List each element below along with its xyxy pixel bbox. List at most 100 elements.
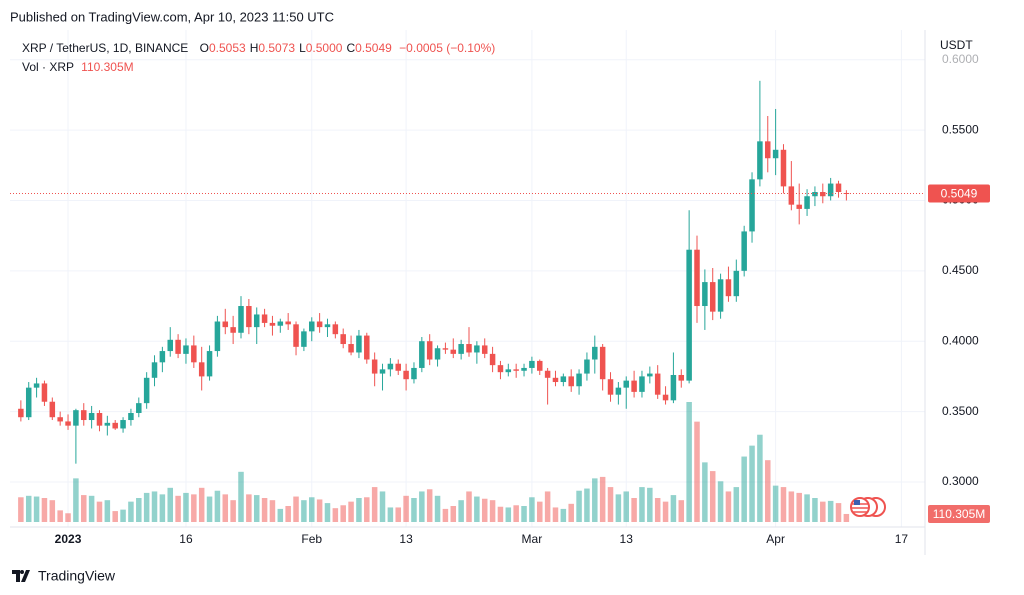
candle-body (356, 335, 362, 353)
candle-body (843, 192, 850, 194)
candle-body (348, 344, 354, 353)
volume-bar (584, 488, 590, 522)
candle-body (489, 353, 496, 366)
ohlc: O0.5053 H0.5073 L0.5000 C0.5049 (200, 41, 393, 55)
x-tick-label: 16 (179, 532, 193, 546)
volume-bar (143, 492, 150, 522)
candle-body (206, 351, 213, 377)
volume-bar (81, 495, 87, 522)
candle-body (733, 270, 740, 297)
axes: 0.30000.35000.40000.45000.50000.55000.60… (55, 52, 990, 546)
ohlc-key: O (200, 41, 209, 55)
volume-bar (647, 487, 653, 522)
candle-body (662, 394, 669, 401)
volume-bar (450, 506, 457, 522)
x-tick-label: 2023 (55, 532, 82, 546)
volume-bar (387, 507, 394, 522)
candle-body (702, 282, 708, 307)
x-tick-label: 17 (895, 532, 909, 546)
volume-bar (788, 491, 795, 522)
published: Published on TradingView.com, Apr 10, 20… (10, 9, 334, 24)
volume-bar (513, 505, 519, 522)
volume-bar (654, 498, 661, 522)
volume-value: 110.305M (81, 60, 133, 74)
candle-body (261, 314, 268, 323)
candle-body (631, 380, 637, 392)
candle-body (820, 192, 826, 197)
ohlc-key: C (346, 41, 355, 55)
x-tick-label: Feb (301, 532, 322, 546)
candle-body (568, 376, 574, 387)
candle-body (253, 314, 260, 328)
ohlc-key: H (250, 41, 259, 55)
candle-body (301, 331, 307, 347)
volume-bar (709, 471, 716, 522)
volume-bar (183, 492, 189, 522)
volume-bar (694, 421, 700, 522)
candle-body (395, 363, 401, 371)
event-flags (850, 497, 886, 517)
symbol: XRP / TetherUS, 1D, BINANCE (22, 41, 188, 55)
candle-body (474, 345, 480, 353)
candle-body (96, 412, 103, 426)
candle-body (772, 149, 779, 159)
volume-bar (592, 478, 598, 522)
candle-body (411, 367, 417, 380)
candle-body (120, 420, 126, 429)
candle-body (481, 345, 488, 354)
candle-body (33, 383, 40, 388)
volume-bar (206, 496, 213, 522)
volume-bar (293, 496, 299, 522)
candle-body (426, 341, 433, 360)
candle-body (678, 374, 685, 381)
volume-bar (780, 487, 787, 522)
volume-bar (749, 445, 755, 522)
volume-bar (474, 496, 480, 522)
volume-bar (403, 495, 409, 522)
candle-body (112, 422, 118, 429)
candle-body (191, 345, 197, 363)
candle-body (277, 321, 284, 326)
candle-body (222, 321, 229, 328)
candle-body (607, 379, 614, 395)
candle-body (796, 204, 802, 209)
volume-bar (835, 503, 842, 522)
candle-body (725, 279, 732, 297)
candle-body (364, 335, 370, 360)
candle-body (639, 376, 645, 392)
volume-bar (631, 498, 637, 522)
candle-body (584, 359, 590, 374)
candle-body (316, 321, 323, 328)
candle-body (214, 321, 221, 352)
grid (10, 30, 925, 527)
volume-bar (678, 500, 685, 522)
volume-bar (128, 501, 134, 522)
volume-bar (316, 499, 323, 522)
candle-body (647, 373, 653, 377)
volume-bar (159, 494, 166, 522)
candle-body (654, 373, 661, 395)
volume-bar (222, 494, 229, 522)
volume-bar (529, 497, 535, 522)
volume-bar (324, 503, 331, 522)
volume-bar (167, 487, 173, 522)
x-tick-label: 13 (399, 532, 413, 546)
candle-body (757, 141, 763, 180)
volume-bar (481, 498, 488, 522)
volume-bar (238, 471, 244, 522)
volume-bar (49, 500, 56, 522)
candle-body (65, 421, 71, 426)
volume-bar (419, 491, 425, 522)
volume-bar (458, 500, 464, 522)
candle-body (285, 321, 291, 325)
candle-body (749, 179, 755, 232)
volume-bar (57, 510, 63, 522)
volume-bar (702, 462, 708, 522)
candle-body (371, 359, 378, 374)
candles (10, 80, 925, 464)
volume-bar (379, 491, 386, 522)
volume-bar (261, 498, 268, 522)
volume-bar (364, 497, 370, 522)
volume-bar (820, 501, 826, 522)
